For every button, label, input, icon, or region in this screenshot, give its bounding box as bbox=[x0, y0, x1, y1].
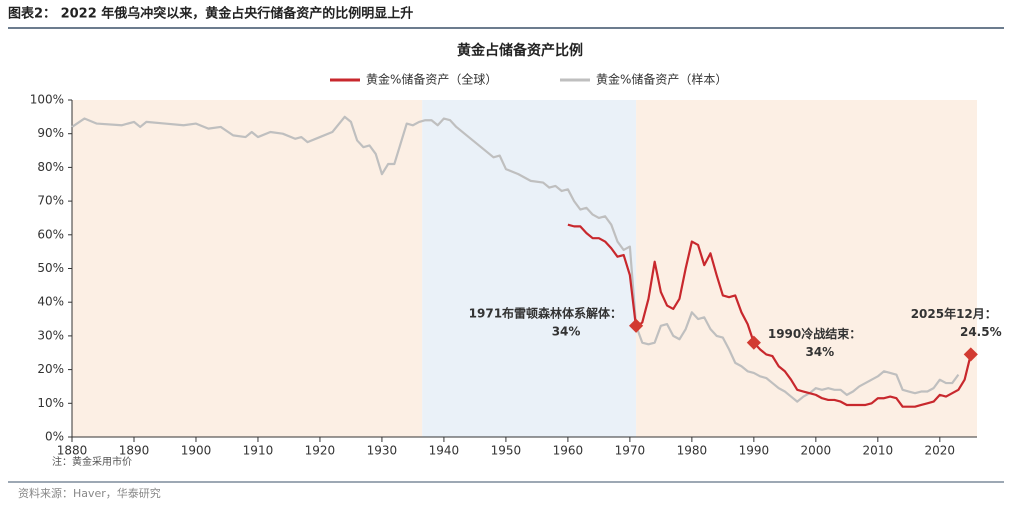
x-tick-label: 1950 bbox=[491, 444, 522, 458]
annotation-marker bbox=[746, 335, 761, 350]
annotation-text: 2025年12月： bbox=[911, 306, 997, 321]
source: 资料来源：Haver，华泰研究 bbox=[18, 486, 161, 500]
header: 图表2： 2022 年俄乌冲突以来，黄金占央行储备资产的比例明显上升 bbox=[8, 6, 413, 22]
annotation-value: 34% bbox=[552, 324, 581, 338]
note: 注：黄金采用市价 bbox=[52, 455, 132, 468]
x-tick-label: 1960 bbox=[553, 444, 584, 458]
x-tick-label: 2000 bbox=[801, 444, 832, 458]
y-tick-label: 100% bbox=[30, 93, 64, 107]
x-tick-label: 1930 bbox=[367, 444, 398, 458]
y-tick-label: 90% bbox=[37, 126, 64, 140]
series-line bbox=[71, 115, 960, 403]
y-tick-label: 30% bbox=[37, 328, 64, 342]
series-line bbox=[567, 223, 972, 408]
y-tick-label: 10% bbox=[37, 396, 64, 410]
x-tick-label: 1970 bbox=[615, 444, 646, 458]
annotation-marker bbox=[963, 347, 978, 362]
y-tick-label: 60% bbox=[37, 227, 64, 241]
y-tick-label: 70% bbox=[37, 194, 64, 208]
x-tick-label: 1910 bbox=[243, 444, 274, 458]
x-tick-label: 2020 bbox=[925, 444, 956, 458]
y-tick-label: 20% bbox=[37, 362, 64, 376]
y-tick-label: 0% bbox=[45, 430, 64, 444]
annotation-text: 1990冷战结束： bbox=[768, 326, 861, 341]
x-tick-label: 1940 bbox=[429, 444, 460, 458]
shaded-band bbox=[636, 100, 977, 437]
y-tick-label: 80% bbox=[37, 160, 64, 174]
x-tick-label: 1980 bbox=[677, 444, 708, 458]
shaded-band bbox=[422, 100, 637, 437]
x-tick-label: 1880 bbox=[57, 444, 88, 458]
chart-title: 黄金占储备资产比例 bbox=[457, 42, 583, 59]
legend-label: 黄金%储备资产（全球） bbox=[366, 72, 497, 87]
shaded-band bbox=[72, 100, 423, 437]
x-tick-label: 1900 bbox=[181, 444, 212, 458]
x-tick-label: 1990 bbox=[739, 444, 770, 458]
annotation-text: 1971布雷顿森林体系解体： bbox=[469, 305, 622, 320]
annotation-marker bbox=[629, 318, 644, 333]
legend-label: 黄金%储备资产（样本） bbox=[596, 72, 727, 87]
annotation-value: 24.5% bbox=[960, 325, 1002, 339]
x-tick-label: 1890 bbox=[119, 444, 150, 458]
x-tick-label: 2010 bbox=[863, 444, 894, 458]
x-tick-label: 1920 bbox=[305, 444, 336, 458]
annotation-value: 34% bbox=[805, 345, 834, 359]
y-tick-label: 50% bbox=[37, 261, 64, 275]
y-tick-label: 40% bbox=[37, 295, 64, 309]
